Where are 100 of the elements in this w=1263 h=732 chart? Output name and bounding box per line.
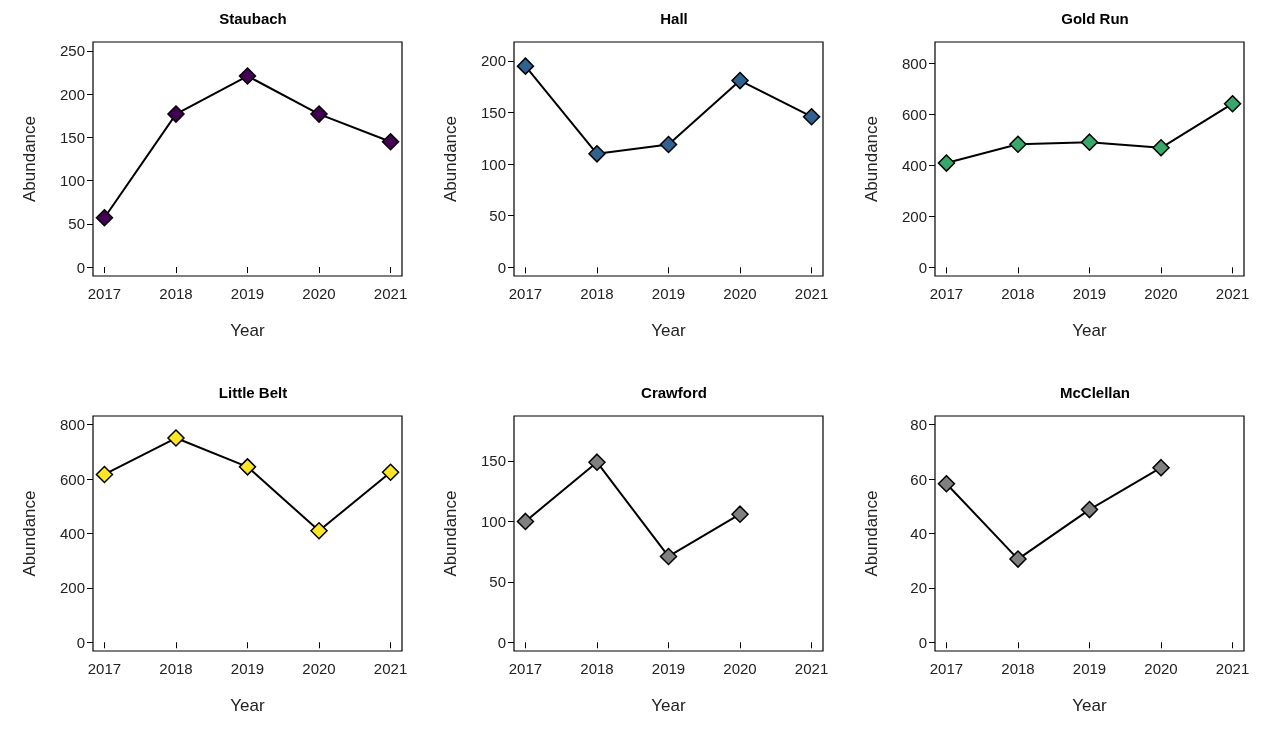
x-axis-title: Year bbox=[230, 696, 266, 715]
x-tick-label: 2020 bbox=[723, 660, 757, 677]
y-axis-title: Abundance bbox=[20, 490, 39, 577]
y-tick-label: 800 bbox=[901, 54, 927, 72]
y-tick-label: 100 bbox=[480, 155, 506, 173]
x-tick-label: 2021 bbox=[794, 660, 829, 677]
y-tick-label: 200 bbox=[59, 85, 85, 103]
y-axis-title: Abundance bbox=[862, 490, 881, 577]
x-tick-label: 2020 bbox=[1144, 285, 1178, 302]
x-axis-title: Year bbox=[651, 696, 687, 715]
point bbox=[381, 132, 400, 151]
x-tick-label: 2021 bbox=[373, 285, 408, 302]
chart-title: Little Belt bbox=[218, 384, 288, 401]
y-tick-label: 20 bbox=[910, 579, 927, 597]
y-axis-title: Abundance bbox=[20, 115, 39, 203]
point bbox=[1080, 500, 1099, 519]
x-axis-title: Year bbox=[1072, 321, 1108, 340]
x-tick-label: 2019 bbox=[651, 285, 686, 302]
chart-title: Staubach bbox=[219, 10, 287, 27]
chart-title: Crawford bbox=[641, 384, 707, 401]
chart-title: McClellan bbox=[1059, 384, 1131, 401]
point bbox=[167, 105, 185, 123]
x-tick-label: 2017 bbox=[929, 660, 964, 677]
x-tick-label: 2021 bbox=[373, 660, 408, 677]
y-axis-title: Abundance bbox=[441, 115, 460, 203]
point bbox=[1009, 135, 1027, 153]
x-tick-label: 2018 bbox=[159, 285, 193, 302]
y-tick-label: 0 bbox=[76, 258, 85, 276]
point bbox=[588, 145, 606, 163]
x-tick-label: 2020 bbox=[302, 660, 336, 677]
y-tick-label: 150 bbox=[59, 128, 85, 146]
y-tick-label: 0 bbox=[497, 633, 506, 651]
x-tick-label: 2018 bbox=[1001, 660, 1035, 677]
x-tick-label: 2018 bbox=[580, 660, 614, 677]
x-tick-label: 2020 bbox=[723, 285, 757, 302]
x-tick-label: 2018 bbox=[1001, 285, 1035, 302]
point bbox=[659, 135, 678, 154]
y-tick-label: 80 bbox=[910, 416, 927, 434]
point bbox=[1009, 550, 1027, 568]
x-tick-label: 2017 bbox=[87, 285, 122, 302]
y-tick-label: 600 bbox=[59, 470, 85, 488]
point bbox=[516, 512, 535, 531]
point bbox=[1080, 133, 1099, 151]
y-tick-label: 400 bbox=[901, 156, 927, 174]
point bbox=[1152, 139, 1170, 157]
x-tick-label: 2017 bbox=[508, 660, 543, 677]
y-tick-label: 50 bbox=[489, 573, 506, 591]
x-axis-title: Year bbox=[1072, 696, 1108, 715]
y-tick-label: 50 bbox=[68, 215, 85, 233]
point bbox=[238, 67, 257, 85]
x-tick-label: 2017 bbox=[929, 285, 964, 302]
y-tick-label: 800 bbox=[59, 416, 85, 434]
x-tick-label: 2019 bbox=[1072, 285, 1107, 302]
y-axis-title: Abundance bbox=[441, 490, 460, 577]
point bbox=[1223, 94, 1242, 113]
point bbox=[167, 429, 185, 447]
point bbox=[95, 465, 114, 484]
y-tick-label: 100 bbox=[480, 512, 506, 530]
point bbox=[238, 458, 257, 476]
y-tick-label: 150 bbox=[480, 104, 506, 122]
y-tick-label: 250 bbox=[59, 42, 85, 60]
y-tick-label: 600 bbox=[901, 105, 927, 123]
x-tick-label: 2019 bbox=[230, 285, 265, 302]
y-tick-label: 0 bbox=[76, 633, 85, 651]
point bbox=[1152, 458, 1170, 477]
y-tick-label: 400 bbox=[59, 525, 85, 542]
x-tick-label: 2019 bbox=[651, 660, 686, 677]
y-tick-label: 200 bbox=[59, 579, 85, 597]
point bbox=[802, 107, 821, 126]
point bbox=[95, 209, 114, 227]
point bbox=[937, 154, 956, 172]
x-tick-label: 2019 bbox=[1072, 660, 1107, 677]
x-tick-label: 2021 bbox=[1215, 660, 1250, 677]
y-tick-label: 0 bbox=[497, 258, 506, 276]
x-tick-label: 2017 bbox=[508, 285, 543, 302]
x-tick-label: 2017 bbox=[87, 660, 122, 677]
x-tick-label: 2020 bbox=[1144, 660, 1178, 677]
point bbox=[381, 463, 400, 482]
point bbox=[731, 71, 749, 90]
y-tick-label: 150 bbox=[480, 452, 506, 470]
point bbox=[937, 474, 956, 493]
y-tick-label: 0 bbox=[918, 258, 927, 276]
x-tick-label: 2021 bbox=[794, 285, 829, 302]
chart-title: Gold Run bbox=[1061, 10, 1129, 27]
y-tick-label: 60 bbox=[910, 470, 927, 488]
x-tick-label: 2021 bbox=[1215, 285, 1250, 302]
x-tick-label: 2018 bbox=[159, 660, 193, 677]
point bbox=[516, 57, 535, 75]
x-axis-title: Year bbox=[651, 321, 687, 340]
y-tick-label: 50 bbox=[489, 207, 506, 225]
point bbox=[588, 453, 606, 471]
point bbox=[731, 505, 749, 523]
point bbox=[659, 547, 678, 566]
y-axis-title: Abundance bbox=[862, 115, 881, 203]
point bbox=[310, 522, 328, 540]
y-tick-label: 0 bbox=[918, 633, 927, 651]
y-tick-label: 100 bbox=[59, 172, 85, 190]
chart-title: Hall bbox=[660, 10, 688, 27]
x-tick-label: 2019 bbox=[230, 660, 265, 677]
y-tick-label: 200 bbox=[480, 52, 506, 70]
